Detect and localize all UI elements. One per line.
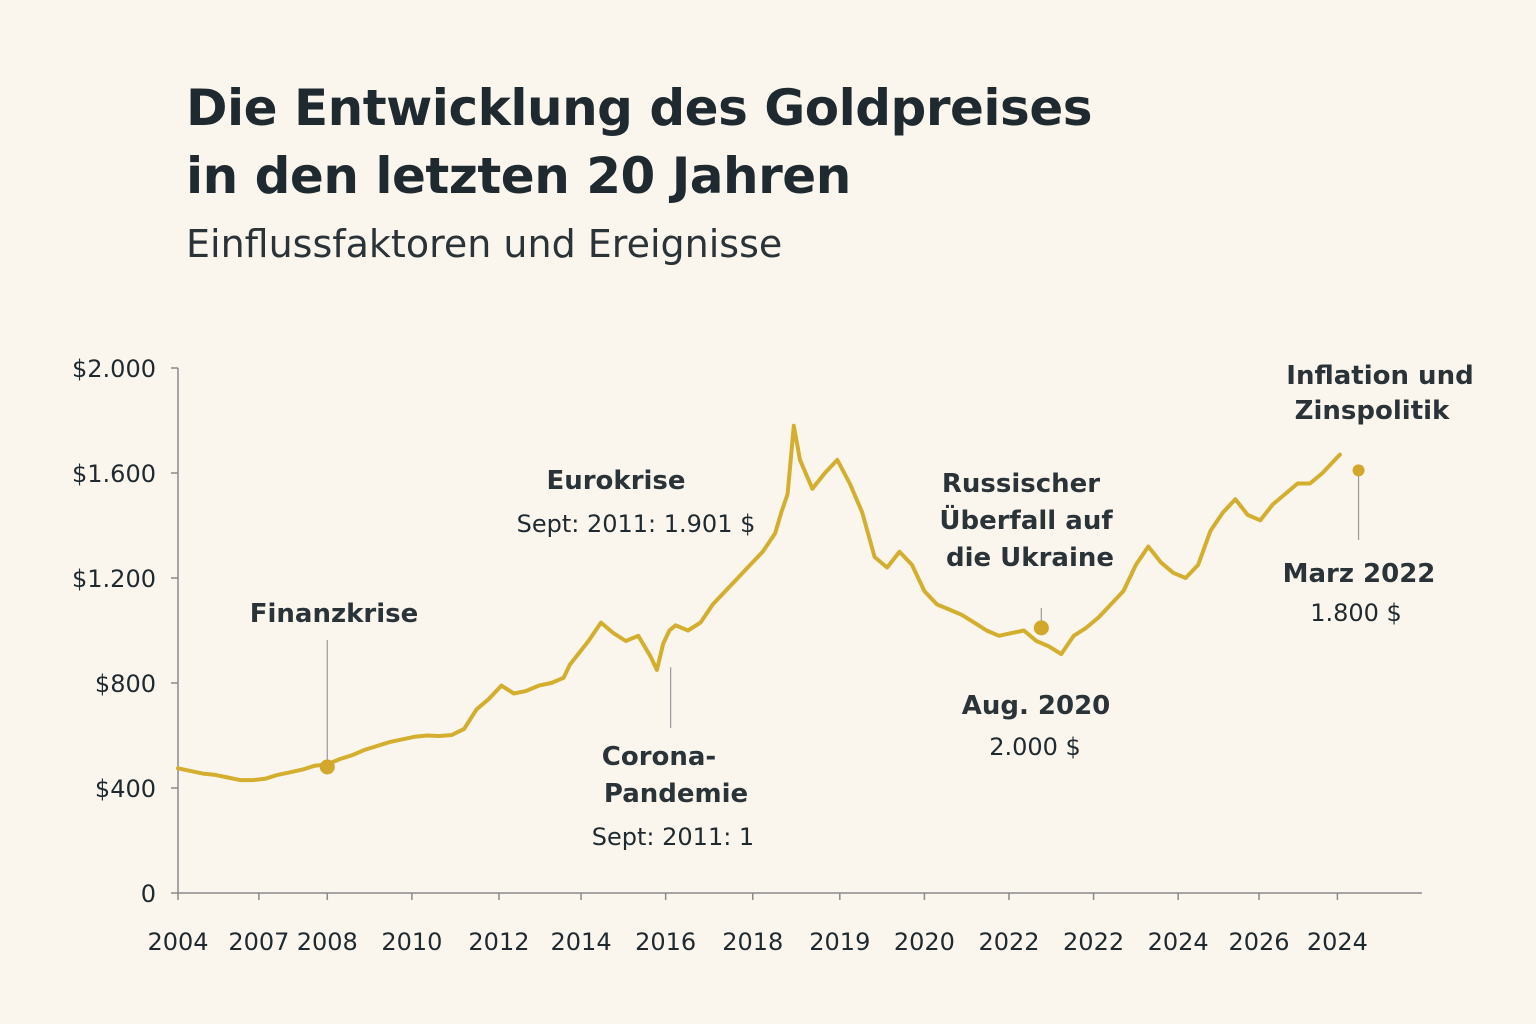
annotation-corona: Corona- Pandemie Sept: 2011: 1 [592, 742, 754, 851]
x-tick-label: 2024 [1307, 928, 1368, 956]
x-tick-label: 2024 [1148, 928, 1209, 956]
x-tick-label: 2019 [809, 928, 870, 956]
chart-axes [177, 368, 1422, 894]
chart-title-line-2: in den letzten 20 Jahren [186, 147, 851, 205]
y-axis-ticks: 0 $400 $800 $1.200 $1.600 $2.000 [72, 355, 178, 908]
annotation-eurokrise-detail: Sept: 2011: 1.901 $ [517, 510, 756, 538]
x-axis-ticks: 2004 2007 2008 2010 2012 2014 2016 2018 2019 2020… [147, 893, 1368, 956]
x-tick-label: 2014 [551, 928, 612, 956]
annotation-ukraine-label-line-1: Russischer [942, 469, 1100, 499]
chart-title-line-1: Die Entwicklung des Goldpreises [186, 79, 1092, 137]
annotation-ukraine-label-line-2: Überfall auf [939, 503, 1113, 536]
annotation-eurokrise-label: Eurokrise [546, 466, 685, 496]
x-tick-label: 2012 [468, 928, 529, 956]
y-tick-label: $1.600 [72, 460, 156, 488]
annotation-eurokrise: Eurokrise Sept: 2011: 1.901 $ [517, 466, 756, 538]
x-tick-label: 2010 [381, 928, 442, 956]
x-tick-label: 2022 [1063, 928, 1124, 956]
x-tick-label: 2022 [978, 928, 1039, 956]
annotation-corona-label-line-2: Pandemie [604, 779, 748, 809]
gold-price-line [176, 423, 1342, 783]
annotation-inflation-label-line-1: Inflation und [1286, 361, 1473, 391]
annotation-markers [319, 464, 1365, 775]
annotation-corona-detail: Sept: 2011: 1 [592, 823, 754, 851]
y-tick-label: $1.200 [72, 565, 156, 593]
annotation-finanzkrise-label: Finanzkrise [250, 599, 419, 629]
x-tick-label: 2004 [147, 928, 208, 956]
annotation-ukraine: Russischer Überfall auf die Ukraine Aug.… [939, 469, 1114, 761]
annotation-finanzkrise: Finanzkrise [250, 599, 419, 629]
annotation-ukraine-label-line-3: die Ukraine [946, 543, 1114, 573]
annotation-inflation-detail-line-2: 1.800 $ [1310, 599, 1402, 627]
x-tick-label: 2007 [228, 928, 289, 956]
y-tick-label: $800 [95, 670, 156, 698]
x-tick-label: 2026 [1228, 928, 1289, 956]
chart-title: Die Entwicklung des Goldpreises in den l… [186, 74, 1092, 210]
x-tick-label: 2016 [635, 928, 696, 956]
annotation-marker [1033, 620, 1049, 636]
y-tick-label: $2.000 [72, 355, 156, 383]
annotation-ukraine-detail-line-1: Aug. 2020 [962, 691, 1111, 721]
annotation-corona-label-line-1: Corona- [602, 742, 716, 772]
x-tick-label: 2018 [722, 928, 783, 956]
x-tick-label: 2008 [297, 928, 358, 956]
annotation-ukraine-detail-line-2: 2.000 $ [989, 733, 1081, 761]
annotation-marker [1352, 464, 1365, 477]
annotation-inflation-label-line-2: Zinspolitik [1295, 396, 1450, 426]
y-tick-label: 0 [141, 880, 156, 908]
chart-subtitle: Einflussfaktoren und Ereignisse [186, 222, 783, 266]
annotation-inflation: Inflation und Zinspolitik Marz 2022 1.80… [1283, 361, 1474, 627]
annotation-inflation-detail-line-1: Marz 2022 [1283, 559, 1436, 589]
y-tick-label: $400 [95, 775, 156, 803]
x-tick-label: 2020 [894, 928, 955, 956]
annotation-leader-lines [326, 470, 1360, 767]
annotation-marker [319, 759, 335, 775]
